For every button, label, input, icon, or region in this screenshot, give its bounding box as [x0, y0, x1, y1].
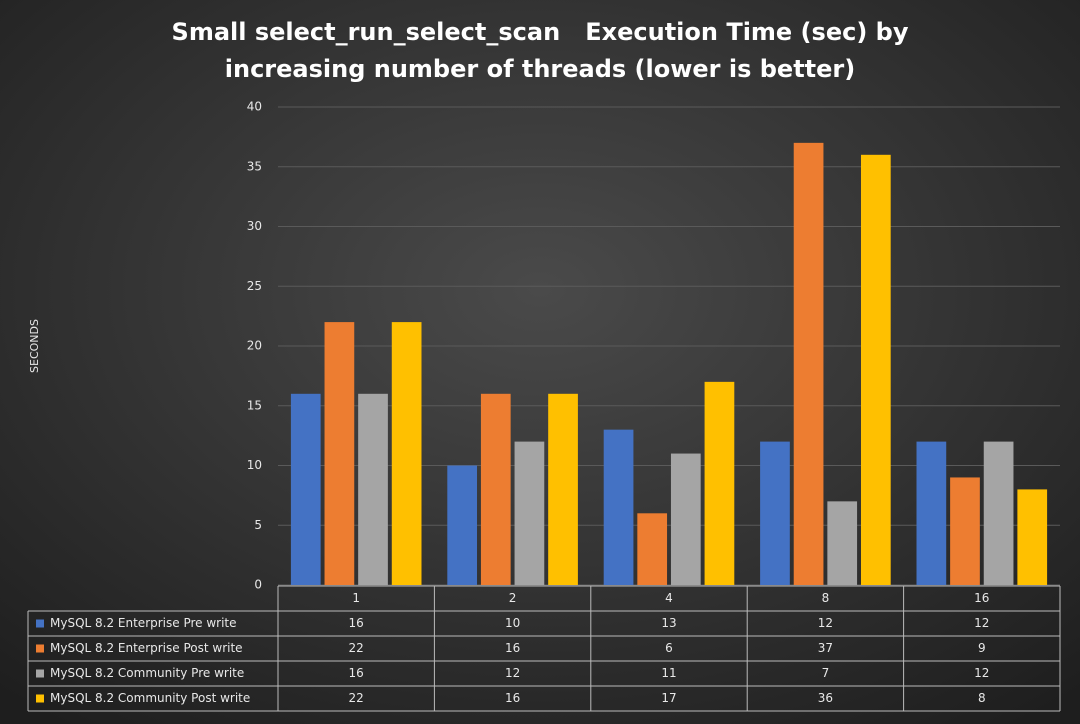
bar	[480, 393, 511, 585]
legend-swatch	[36, 619, 44, 628]
bar	[760, 441, 790, 585]
y-tick-label: 20	[247, 339, 262, 353]
bar	[548, 393, 578, 585]
table-value: 12	[974, 616, 989, 630]
legend-label: MySQL 8.2 Enterprise Pre write	[50, 616, 237, 630]
y-tick-label: 0	[254, 578, 262, 592]
table-value: 12	[974, 666, 989, 680]
legend-swatch	[36, 694, 44, 703]
legend-swatch	[36, 644, 44, 653]
table-value: 7	[822, 666, 830, 680]
table-value: 9	[978, 641, 986, 655]
table-value: 36	[818, 691, 833, 705]
table-value: 12	[818, 616, 833, 630]
bar	[704, 381, 735, 585]
y-axis-label: SECONDS	[28, 319, 41, 373]
table-value: 16	[505, 641, 520, 655]
table-value: 17	[661, 691, 676, 705]
bar	[290, 393, 321, 585]
table-value: 10	[505, 616, 520, 630]
table-value: 16	[349, 616, 364, 630]
legend-swatch	[36, 669, 44, 678]
y-tick-label: 35	[247, 159, 262, 173]
table-value: 13	[661, 616, 676, 630]
x-tick-label: 16	[974, 591, 989, 605]
chart-title: Small select_run_select_scan Execution T…	[172, 18, 909, 46]
bar	[358, 393, 388, 585]
bar	[916, 441, 947, 585]
bar	[637, 513, 668, 585]
y-tick-label: 40	[247, 100, 262, 114]
table-value: 22	[349, 691, 364, 705]
bar	[1017, 489, 1048, 585]
bar	[950, 477, 980, 585]
y-tick-label: 25	[247, 279, 262, 293]
table-value: 37	[818, 641, 833, 655]
table-value: 6	[665, 641, 673, 655]
bar	[447, 465, 478, 585]
bar	[827, 501, 858, 585]
bar	[983, 441, 1014, 585]
bar	[391, 322, 422, 585]
x-tick-label: 4	[665, 591, 673, 605]
x-tick-label: 2	[509, 591, 517, 605]
y-tick-label: 10	[247, 458, 262, 472]
y-tick-label: 30	[247, 219, 262, 233]
bar	[514, 441, 545, 585]
bar	[603, 429, 634, 585]
table-value: 11	[661, 666, 676, 680]
table-value: 22	[349, 641, 364, 655]
bar	[324, 322, 355, 585]
bar	[860, 154, 891, 586]
legend-label: MySQL 8.2 Community Post write	[50, 691, 250, 705]
x-tick-label: 1	[352, 591, 360, 605]
x-tick-label: 8	[822, 591, 830, 605]
y-tick-label: 15	[247, 398, 262, 412]
y-tick-label: 5	[254, 518, 262, 532]
table-value: 16	[505, 691, 520, 705]
table-value: 8	[978, 691, 986, 705]
legend-label: MySQL 8.2 Community Pre write	[50, 666, 244, 680]
legend-label: MySQL 8.2 Enterprise Post write	[50, 641, 243, 655]
table-value: 16	[349, 666, 364, 680]
bar	[793, 142, 824, 585]
bar	[670, 453, 701, 585]
chart-title: increasing number of threads (lower is b…	[225, 55, 855, 83]
table-value: 12	[505, 666, 520, 680]
